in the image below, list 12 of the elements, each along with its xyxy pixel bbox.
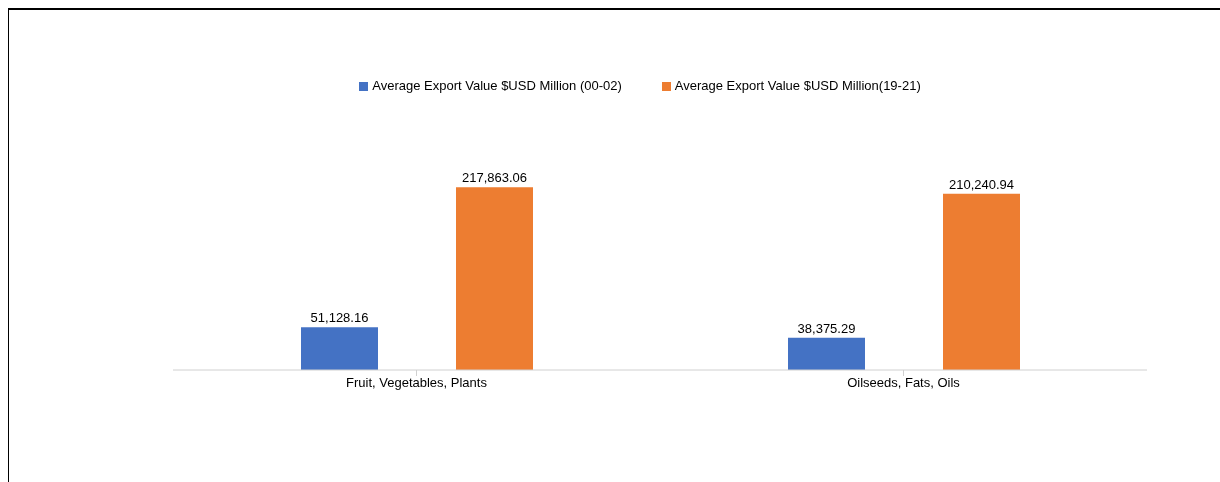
data-label: 217,863.06 (461, 170, 528, 186)
legend-label: Average Export Value $USD Million(19-21) (674, 78, 921, 93)
bar (301, 327, 378, 370)
x-tick-label: Oilseeds, Fats, Oils (847, 375, 961, 391)
bar (456, 187, 533, 370)
bar (943, 193, 1020, 370)
data-label: 38,375.29 (797, 320, 856, 336)
bar (788, 337, 865, 370)
x-tick-label: Fruit, Vegetables, Plants (346, 375, 488, 391)
legend-label: Average Export Value $USD Million (00-02) (372, 78, 622, 93)
data-label: 210,240.94 (948, 176, 1015, 192)
data-label: 51,128.16 (310, 310, 369, 326)
